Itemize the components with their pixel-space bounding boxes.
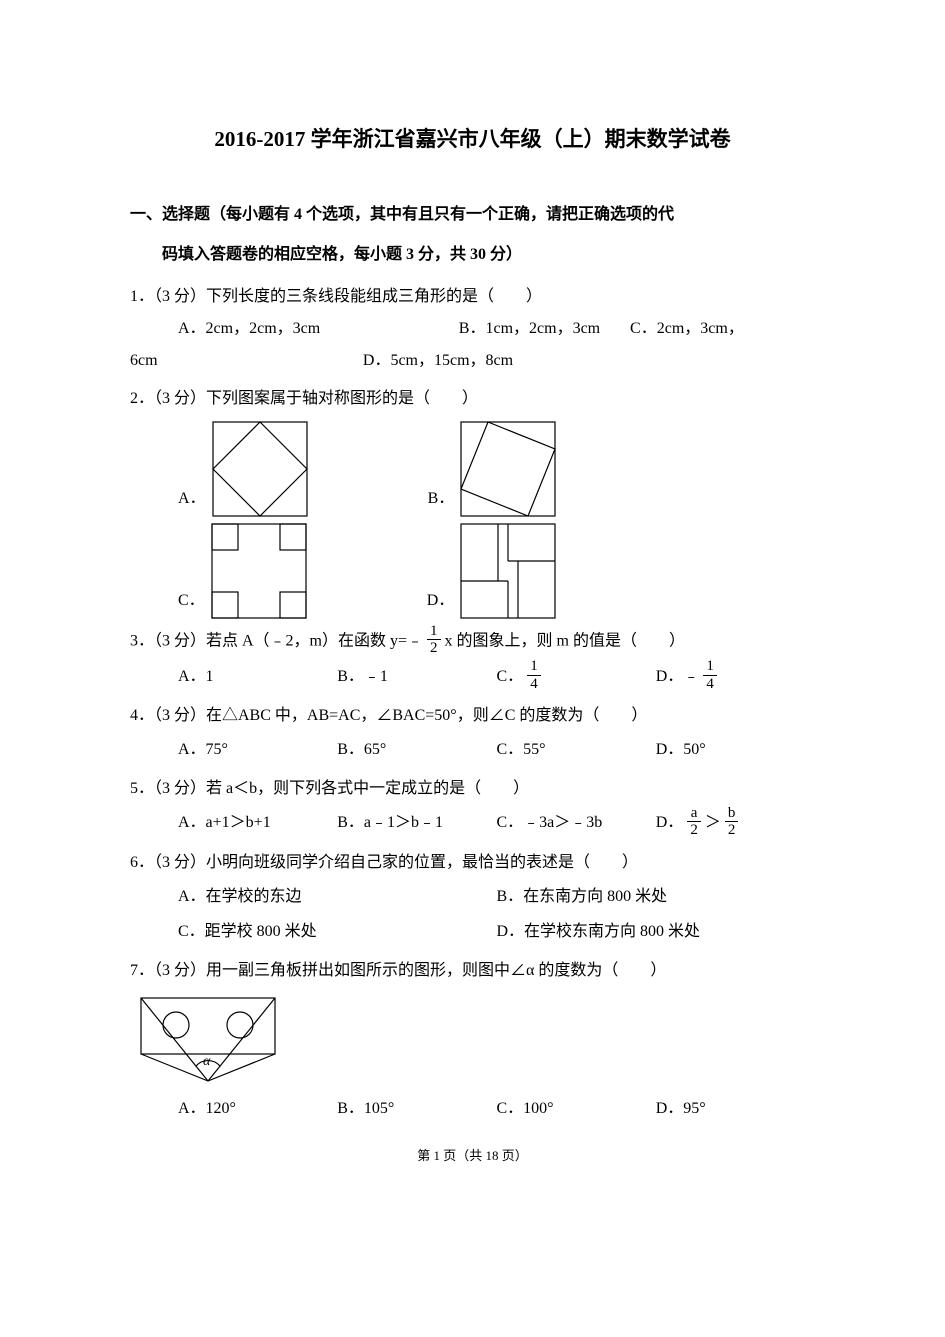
q2-figD — [460, 523, 556, 619]
q3-optD-pre: D．﹣ — [656, 668, 700, 685]
q1-optD: D．5cm，15cm，8cm — [363, 345, 513, 377]
q7-optC: C．100° — [497, 1091, 656, 1126]
q1-optC: C．2cm，3cm， — [630, 313, 744, 345]
q5-optA: A．a+1＞b+1 — [178, 805, 337, 840]
q6-stem: 6．（3 分）小明向班级同学介绍自己家的位置，最恰当的表述是（ ） — [130, 847, 815, 879]
question-5: 5．（3 分）若 a＜b，则下列各式中一定成立的是（ ） A．a+1＞b+1 B… — [130, 773, 815, 840]
q7-stem: 7．（3 分）用一副三角板拼出如图所示的图形，则图中∠α 的度数为（ ） — [130, 955, 815, 987]
question-7: 7．（3 分）用一副三角板拼出如图所示的图形，则图中∠α 的度数为（ ） α A… — [130, 955, 815, 1126]
exam-title: 2016-2017 学年浙江省嘉兴市八年级（上）期末数学试卷 — [130, 120, 815, 160]
q1-optA: A．2cm，2cm，3cm — [130, 313, 459, 345]
q4-optD: D．50° — [656, 732, 815, 767]
q5-optD-mid: ＞ — [705, 814, 721, 831]
q3-stem-after: x 的图象上，则 m 的值是（ ） — [445, 632, 685, 649]
q6-optD: D．在学校东南方向 800 米处 — [497, 914, 816, 949]
q2-stem: 2．（3 分）下列图案属于轴对称图形的是（ ） — [130, 383, 815, 415]
q3-stem-before: 3．（3 分）若点 A（﹣2，m）在函数 y=﹣ — [130, 632, 423, 649]
q3-optC-den: 4 — [527, 676, 541, 693]
q3-optC-pre: C． — [497, 668, 524, 685]
q1-optB: B．1cm，2cm，3cm — [459, 313, 630, 345]
q3-frac-den: 2 — [427, 640, 441, 657]
q1-optC-cont: 6cm — [130, 345, 363, 377]
q3-frac: 1 2 — [427, 623, 441, 657]
q5-optD: D． a2 ＞ b2 — [656, 805, 815, 840]
q4-optB: B．65° — [337, 732, 496, 767]
q7-figure: α — [138, 995, 278, 1085]
q6-optC: C．距学校 800 米处 — [178, 914, 497, 949]
q3-optB: B．﹣1 — [337, 659, 496, 694]
q7-optA: A．120° — [178, 1091, 337, 1126]
q5-optD-pre: D． — [656, 814, 684, 831]
question-4: 4．（3 分）在△ABC 中，AB=AC，∠BAC=50°，则∠C 的度数为（ … — [130, 700, 815, 767]
section-line2: 码填入答题卷的相应空格，每小题 3 分，共 30 分） — [138, 240, 815, 270]
q3-optD-num: 1 — [703, 658, 717, 676]
question-3: 3．（3 分）若点 A（﹣2，m）在函数 y=﹣ 1 2 x 的图象上，则 m … — [130, 625, 815, 694]
q4-optA: A．75° — [178, 732, 337, 767]
q7-optD: D．95° — [656, 1091, 815, 1126]
question-6: 6．（3 分）小明向班级同学介绍自己家的位置，最恰当的表述是（ ） A．在学校的… — [130, 847, 815, 949]
q4-optC: C．55° — [497, 732, 656, 767]
q5-optC: C．﹣3a＞﹣3b — [497, 805, 656, 840]
q2-labelB: B． — [428, 484, 455, 516]
q5-optD-denR: 2 — [725, 822, 739, 839]
q1-stem: 1．（3 分）下列长度的三条线段能组成三角形的是（ ） — [130, 281, 815, 313]
question-2: 2．（3 分）下列图案属于轴对称图形的是（ ） A． B． C． — [130, 383, 815, 619]
q6-optB: B．在东南方向 800 米处 — [497, 879, 816, 914]
section-line1: 一、选择题（每小题有 4 个选项，其中有且只有一个正确，请把正确选项的代 — [138, 200, 815, 230]
section-header: 一、选择题（每小题有 4 个选项，其中有且只有一个正确，请把正确选项的代 码填入… — [130, 200, 815, 271]
q3-frac-num: 1 — [427, 623, 441, 641]
q5-optD-numR: b — [725, 805, 739, 823]
q2-figA — [212, 421, 308, 517]
question-1: 1．（3 分）下列长度的三条线段能组成三角形的是（ ） A．2cm，2cm，3c… — [130, 281, 815, 377]
q5-optD-numL: a — [687, 805, 701, 823]
alpha-label: α — [203, 1054, 211, 1069]
q3-optC: C． 14 — [497, 659, 656, 694]
q2-figC — [211, 523, 307, 619]
q2-labelD: D． — [427, 586, 455, 618]
q2-figB — [460, 421, 556, 517]
q3-stem: 3．（3 分）若点 A（﹣2，m）在函数 y=﹣ 1 2 x 的图象上，则 m … — [130, 625, 815, 659]
q3-optD: D．﹣ 14 — [656, 659, 815, 694]
q2-labelC: C． — [178, 586, 205, 618]
q3-optD-den: 4 — [703, 676, 717, 693]
page-footer: 第 1 页（共 18 页） — [130, 1144, 815, 1169]
q2-labelA: A． — [178, 484, 206, 516]
q7-optB: B．105° — [337, 1091, 496, 1126]
q5-stem: 5．（3 分）若 a＜b，则下列各式中一定成立的是（ ） — [130, 773, 815, 805]
q5-optB: B．a﹣1＞b﹣1 — [337, 805, 496, 840]
q4-stem: 4．（3 分）在△ABC 中，AB=AC，∠BAC=50°，则∠C 的度数为（ … — [130, 700, 815, 732]
q6-optA: A．在学校的东边 — [178, 879, 497, 914]
q3-optC-num: 1 — [527, 658, 541, 676]
q3-optA: A．1 — [178, 659, 337, 694]
q5-optD-denL: 2 — [687, 822, 701, 839]
